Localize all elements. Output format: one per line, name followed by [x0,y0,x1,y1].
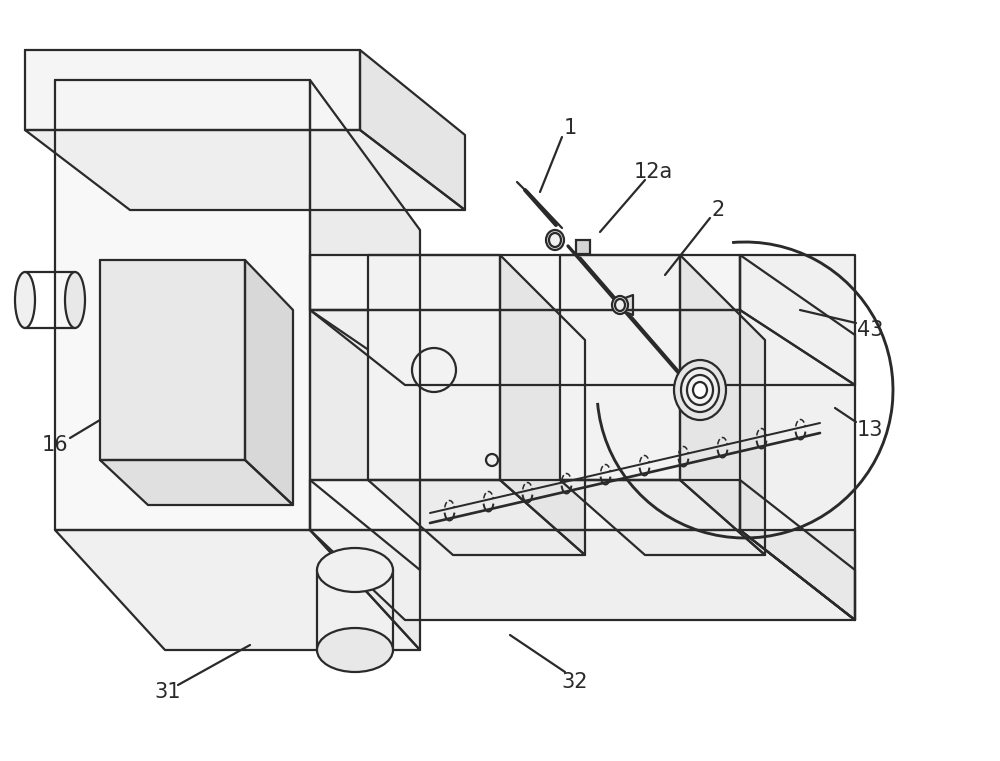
Ellipse shape [317,628,393,672]
Polygon shape [25,130,465,210]
Text: 16: 16 [42,435,68,455]
Polygon shape [310,530,855,620]
Polygon shape [740,480,855,620]
Ellipse shape [687,375,713,405]
Polygon shape [368,480,585,555]
Ellipse shape [317,548,393,592]
Ellipse shape [693,382,707,398]
Polygon shape [310,310,855,385]
Polygon shape [740,255,855,385]
Text: 31: 31 [155,682,181,702]
FancyBboxPatch shape [576,240,590,254]
Polygon shape [560,480,765,555]
Polygon shape [245,260,293,505]
Polygon shape [310,80,420,650]
Polygon shape [310,255,740,310]
Polygon shape [55,530,420,650]
Ellipse shape [612,296,628,314]
Ellipse shape [615,299,625,311]
Polygon shape [560,255,680,480]
Polygon shape [617,295,633,315]
Polygon shape [310,480,740,530]
Polygon shape [25,50,360,130]
Polygon shape [360,50,465,210]
Polygon shape [100,260,245,460]
Polygon shape [500,255,585,555]
Text: 2: 2 [711,200,725,220]
Ellipse shape [681,368,719,412]
Ellipse shape [65,272,85,328]
Polygon shape [368,255,500,480]
Polygon shape [740,530,855,620]
Polygon shape [680,255,765,555]
Text: 12a: 12a [633,162,673,182]
Ellipse shape [15,272,35,328]
Polygon shape [740,255,855,530]
Polygon shape [55,80,310,530]
Polygon shape [100,460,293,505]
Ellipse shape [674,360,726,420]
Ellipse shape [546,230,564,250]
Text: 43: 43 [857,320,883,340]
Text: 13: 13 [857,420,883,440]
Ellipse shape [549,233,561,247]
Text: 32: 32 [562,672,588,692]
Text: 1: 1 [563,118,577,138]
